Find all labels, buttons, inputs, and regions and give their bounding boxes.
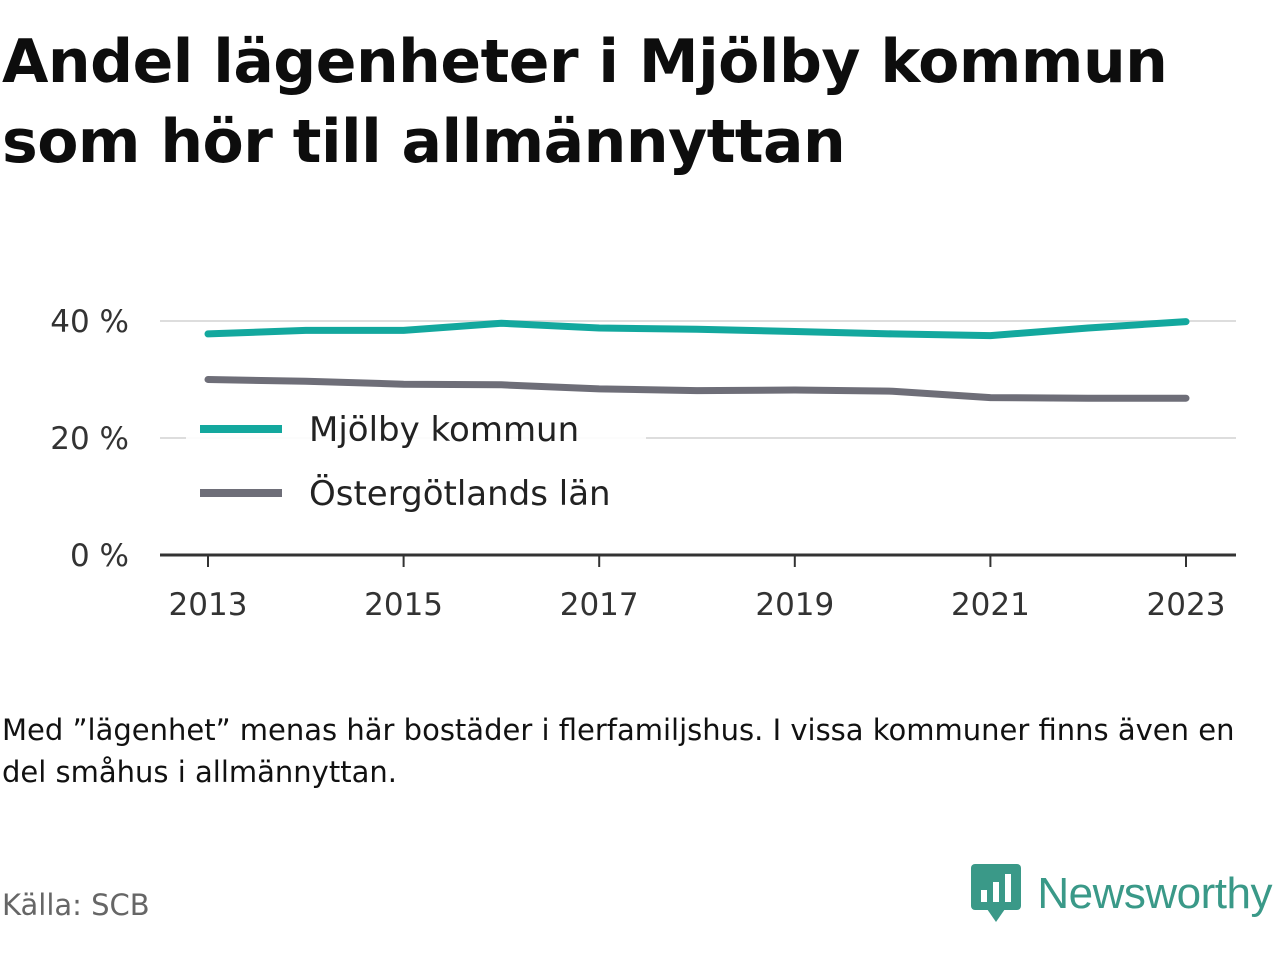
source-credit: Källa: SCB <box>2 888 150 922</box>
newsworthy-logo-icon <box>971 864 1022 922</box>
series-lines <box>204 318 1190 402</box>
chart-title: Andel lägenheter i Mjölby kommun som hör… <box>2 27 1168 177</box>
x-tick-label: 2019 <box>755 587 834 623</box>
legend-background <box>186 398 646 526</box>
brand-logo: Newsworthy <box>971 862 1272 926</box>
x-tick-label: 2023 <box>1147 587 1226 623</box>
x-tick-label: 2021 <box>951 587 1030 623</box>
legend: Mjölby kommun Östergötlands län <box>186 398 646 526</box>
y-axis-ticks: 0 % 20 % 40 % <box>50 304 129 574</box>
x-tick-label: 2017 <box>560 587 639 623</box>
series-line-1 <box>204 318 1190 340</box>
legend-label: Mjölby kommun <box>309 410 579 450</box>
series-line-2 <box>204 376 1190 402</box>
x-axis: 2013 2015 2017 2019 2021 2023 <box>160 553 1236 623</box>
x-tick-label: 2015 <box>364 587 443 623</box>
y-tick-label: 0 % <box>70 538 129 574</box>
y-tick-label: 20 % <box>50 421 129 457</box>
x-tick-label: 2013 <box>169 587 248 623</box>
y-tick-label: 40 % <box>50 304 129 340</box>
brand-name: Newsworthy <box>1037 869 1272 918</box>
line-chart: 0 % 20 % 40 % 2013 2015 2017 2019 2021 2023 Mjö… <box>50 304 1236 623</box>
chart-footnote: Med ”lägenhet” menas här bostäder i fler… <box>2 713 1235 789</box>
legend-label: Östergötlands län <box>309 473 611 514</box>
